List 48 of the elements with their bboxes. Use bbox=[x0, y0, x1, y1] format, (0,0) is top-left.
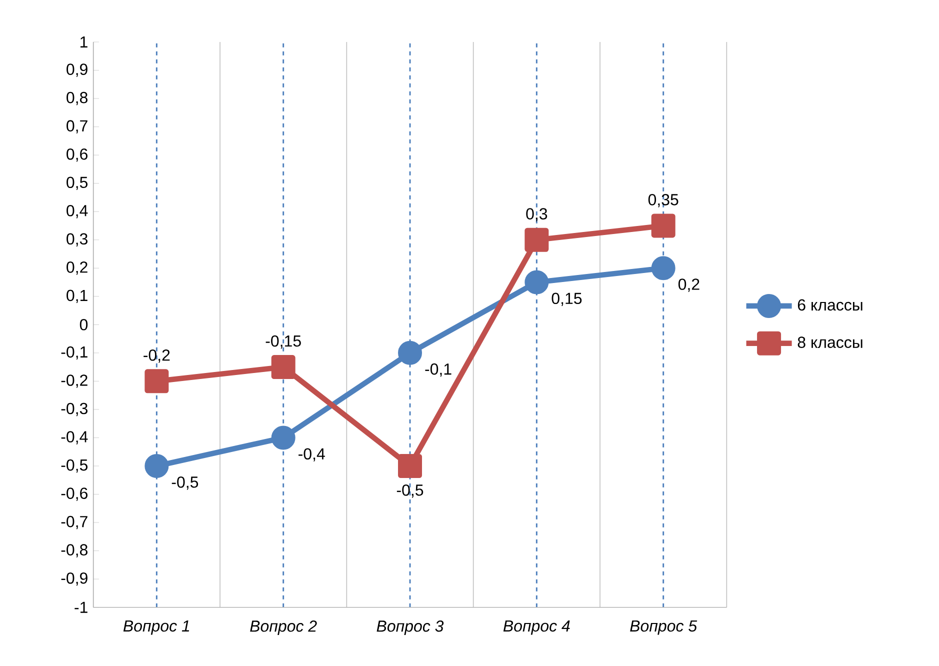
data-label: 0,3 bbox=[526, 208, 548, 222]
y-tick-label: 0,3 bbox=[66, 233, 88, 246]
data-label: -0,1 bbox=[425, 363, 452, 377]
y-tick-label: -0,8 bbox=[61, 544, 88, 558]
x-tick-label: Вопрос 5 bbox=[630, 620, 698, 635]
y-tick-label: -0,3 bbox=[61, 402, 88, 416]
y-tick-label: 0,2 bbox=[66, 262, 88, 275]
point bbox=[398, 454, 422, 478]
y-tick-label: 0,5 bbox=[66, 176, 88, 190]
x-tick-label: Вопрос 4 bbox=[503, 620, 570, 635]
data-label: -0,5 bbox=[172, 476, 198, 490]
legend-label: 6 классы bbox=[798, 299, 862, 311]
y-tick-label: 0,9 bbox=[66, 64, 88, 77]
y-tick-label: 0 bbox=[80, 318, 88, 330]
point bbox=[144, 369, 169, 394]
y-tick-label: -0,5 bbox=[61, 459, 88, 473]
y-tick-label: 0,8 bbox=[66, 92, 88, 106]
point bbox=[651, 214, 676, 238]
legend-label: 8 классы bbox=[798, 336, 862, 348]
y-tick-label: -0,4 bbox=[61, 431, 88, 444]
x-tick-label: Вопрос 3 bbox=[376, 620, 444, 635]
y-tick-label: -0,7 bbox=[61, 516, 88, 530]
point bbox=[398, 340, 422, 365]
y-tick-label: -0,1 bbox=[61, 346, 88, 360]
y-tick-label: 0,4 bbox=[66, 204, 88, 218]
data-label: 0,15 bbox=[552, 292, 582, 306]
point bbox=[271, 355, 296, 380]
point bbox=[524, 270, 549, 294]
point bbox=[651, 256, 676, 280]
point bbox=[144, 454, 169, 478]
data-label: 0,35 bbox=[648, 194, 678, 208]
data-label: -0,5 bbox=[396, 484, 424, 498]
y-tick-label: 0,6 bbox=[66, 148, 88, 162]
data-label: -0,4 bbox=[298, 448, 325, 462]
x-tick-label: Вопрос 1 bbox=[123, 620, 190, 635]
y-tick-label: 0,7 bbox=[66, 120, 88, 134]
y-tick-label: -1 bbox=[74, 602, 88, 613]
data-label: 0,2 bbox=[678, 278, 700, 292]
point bbox=[524, 228, 549, 252]
y-tick-label: -0,6 bbox=[61, 488, 88, 501]
x-tick-label: Вопрос 2 bbox=[250, 620, 317, 635]
data-label: -0,2 bbox=[144, 349, 170, 363]
y-tick-label: 1 bbox=[80, 36, 88, 48]
y-tick-label: 0,1 bbox=[66, 290, 88, 303]
y-tick-label: -0,9 bbox=[61, 572, 88, 586]
y-tick-label: -0,2 bbox=[61, 374, 88, 388]
point bbox=[271, 426, 296, 450]
data-label: -0,15 bbox=[266, 335, 301, 349]
